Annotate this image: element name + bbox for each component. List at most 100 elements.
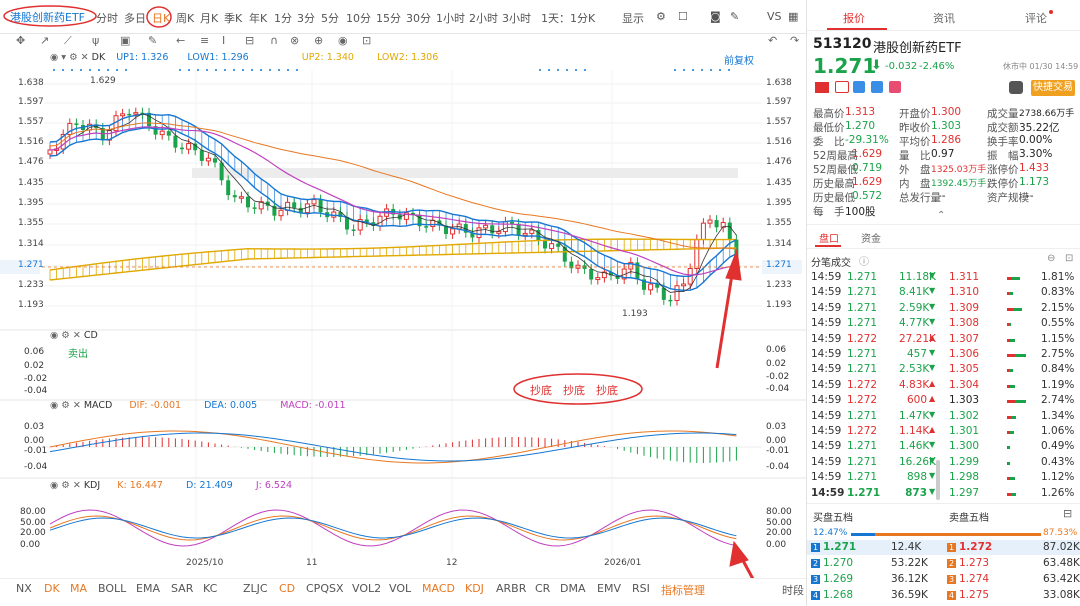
more-icon[interactable]: ⊖: [1047, 253, 1056, 264]
time-segment[interactable]: 时段: [782, 584, 804, 597]
tab-comments[interactable]: 评论: [1025, 12, 1047, 25]
eye-icon[interactable]: ◉: [338, 34, 348, 47]
magnet-icon[interactable]: ∩: [270, 34, 279, 47]
signal-dot: [179, 69, 181, 71]
period-1m[interactable]: 1分: [274, 12, 292, 25]
ind-dk[interactable]: DK: [44, 582, 60, 595]
period-30m[interactable]: 30分: [406, 12, 431, 25]
tab-news[interactable]: 资讯: [933, 12, 955, 25]
quick-trade-button[interactable]: 快捷交易: [1031, 80, 1075, 96]
ind-cd[interactable]: CD: [279, 582, 296, 595]
expand-icon[interactable]: ⊡: [1065, 253, 1074, 264]
buy-title: 买盘五档: [813, 513, 853, 524]
ind-rsi[interactable]: RSI: [632, 582, 650, 595]
subtab-funds[interactable]: 资金: [861, 234, 881, 245]
text-tool-icon[interactable]: Ⅰ: [222, 34, 226, 47]
period-toolbar: 港股创新药ETF 分时 多日 日K 周K 月K 季K 年K 1分 3分 5分 1…: [0, 0, 806, 34]
period-niank[interactable]: 年K: [249, 12, 268, 25]
toggle-icon[interactable]: ⊟: [1063, 507, 1073, 520]
redo-icon[interactable]: ↷: [790, 34, 800, 47]
dk-up2-line: [49, 238, 737, 271]
period-duori[interactable]: 多日: [124, 12, 146, 25]
ray-tool-icon[interactable]: ⟋: [64, 34, 72, 47]
period-jik[interactable]: 季K: [224, 12, 243, 25]
symbol-tab[interactable]: 港股创新药ETF: [10, 11, 85, 24]
fork-tool-icon[interactable]: ψ: [92, 34, 100, 47]
period-5m[interactable]: 5分: [321, 12, 339, 25]
period-fenshi[interactable]: 分时: [96, 12, 118, 25]
undo-icon[interactable]: ↶: [768, 34, 778, 47]
price-tick: 1.638: [18, 78, 44, 88]
ind-dma[interactable]: DMA: [560, 582, 586, 595]
candle: [199, 150, 204, 161]
candle: [417, 214, 422, 227]
period-1h[interactable]: 1小时: [436, 12, 465, 25]
ind-vol2[interactable]: VOL2: [352, 582, 382, 595]
period-rik[interactable]: 日K: [152, 12, 171, 25]
ind-emv[interactable]: EMV: [597, 582, 621, 595]
dk-eye-icon[interactable]: ◉ ▾ ⚙ ✕: [50, 52, 92, 63]
pen-icon[interactable]: ✎: [730, 10, 740, 23]
stat-value: 35.22亿: [1019, 122, 1060, 134]
tick-scrollbar[interactable]: [936, 460, 940, 500]
subtab-pankou[interactable]: 盘口: [819, 234, 839, 245]
ind-sar[interactable]: SAR: [171, 582, 194, 595]
heart-icon[interactable]: [889, 81, 901, 93]
tab-quote[interactable]: 报价: [843, 12, 865, 25]
square-icon[interactable]: [853, 81, 865, 93]
info-icon[interactable]: ⓘ: [859, 257, 869, 268]
ind-macd[interactable]: MACD: [422, 582, 455, 595]
ind-ema[interactable]: EMA: [136, 582, 160, 595]
checkbox-icon[interactable]: ☐: [678, 10, 688, 23]
period-15m[interactable]: 15分: [376, 12, 401, 25]
stat-label: 历史最低: [813, 192, 855, 204]
ind-cr[interactable]: CR: [535, 582, 551, 595]
period-2h[interactable]: 2小时: [469, 12, 498, 25]
period-zhouk[interactable]: 周K: [176, 12, 195, 25]
signal-dot: [557, 69, 559, 71]
period-3h[interactable]: 3小时: [502, 12, 531, 25]
dk-up1-line: [49, 113, 737, 277]
down-arrow-icon: ⬇: [871, 58, 882, 73]
bell-icon[interactable]: [1009, 81, 1023, 94]
period-custom[interactable]: 1天：1分K: [541, 12, 596, 25]
show-dropdown[interactable]: 显示: [622, 12, 644, 25]
crosshair-icon[interactable]: ✥: [16, 34, 26, 47]
adjust-mode[interactable]: 前复权: [724, 56, 754, 67]
ind-nx[interactable]: NX: [16, 582, 32, 595]
ind-boll[interactable]: BOLL: [98, 582, 127, 595]
line-tool-icon[interactable]: ↗: [40, 34, 50, 47]
chart-icon[interactable]: [835, 81, 849, 93]
grid-icon[interactable]: ▦: [788, 10, 799, 23]
settings-icon[interactable]: ⚙: [656, 10, 666, 23]
hlines-tool-icon[interactable]: ≡: [200, 34, 210, 47]
lock-icon[interactable]: ⊕: [314, 34, 324, 47]
period-10m[interactable]: 10分: [346, 12, 371, 25]
ind-cpqsx[interactable]: CPQSX: [306, 582, 344, 595]
measure-tool-icon[interactable]: ⊟: [245, 34, 255, 47]
channel-tool-icon[interactable]: ▣: [120, 34, 131, 47]
share-icon[interactable]: [871, 81, 883, 93]
price-tick: 1.557: [18, 117, 44, 127]
period-3m[interactable]: 3分: [297, 12, 315, 25]
kline-chart[interactable]: [0, 50, 806, 600]
signal-dot: [701, 69, 703, 71]
delete-icon[interactable]: ⊡: [362, 34, 372, 47]
candle: [159, 130, 165, 136]
ind-zljc[interactable]: ZLJC: [243, 582, 268, 595]
ind-ma[interactable]: MA: [70, 582, 88, 595]
indicator-manage[interactable]: 指标管理: [661, 584, 705, 597]
stat-value: 1.173: [1019, 176, 1050, 188]
ind-kc[interactable]: KC: [203, 582, 218, 595]
collapse-icon[interactable]: ⌃: [937, 210, 946, 221]
candle: [536, 230, 541, 241]
link-icon[interactable]: ⊗: [290, 34, 300, 47]
ind-arbr[interactable]: ARBR: [496, 582, 527, 595]
period-yuek[interactable]: 月K: [200, 12, 219, 25]
ind-vol[interactable]: VOL: [389, 582, 412, 595]
arrow-tool-icon[interactable]: ←: [176, 34, 186, 47]
pencil-tool-icon[interactable]: ✎: [148, 34, 158, 47]
vs-button[interactable]: VS: [767, 10, 782, 23]
ind-kdj[interactable]: KDJ: [465, 582, 484, 595]
camera-icon[interactable]: ◙: [710, 10, 721, 23]
